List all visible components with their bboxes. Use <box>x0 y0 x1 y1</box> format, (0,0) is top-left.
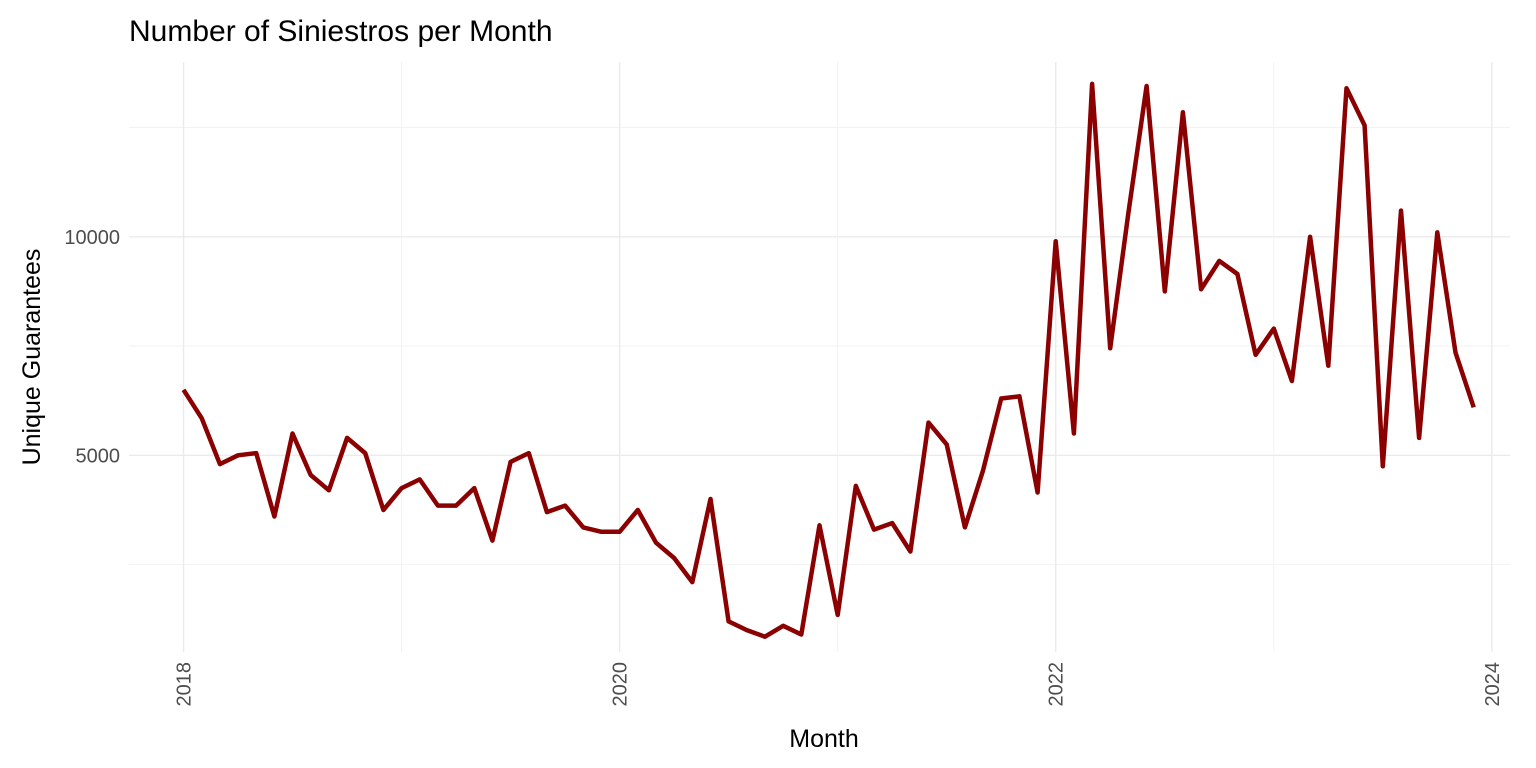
chart-title: Number of Siniestros per Month <box>129 15 553 48</box>
y-axis-title: Unique Guarantees <box>18 249 46 466</box>
x-axis-title: Month <box>789 725 858 753</box>
series-line <box>181 81 1476 639</box>
y-tick-label: 5000 <box>76 445 121 467</box>
y-tick-label: 10000 <box>64 227 120 249</box>
series-line-group <box>181 81 1476 639</box>
x-tick-label: 2020 <box>610 662 632 707</box>
grid <box>129 62 1510 652</box>
y-tick-labels: 5000 10000 <box>64 227 120 468</box>
x-tick-label: 2022 <box>1046 662 1068 707</box>
x-tick-label: 2018 <box>174 662 196 707</box>
x-tick-labels: 2018 2020 2022 2024 <box>174 662 1504 707</box>
x-tick-label: 2024 <box>1482 662 1504 707</box>
